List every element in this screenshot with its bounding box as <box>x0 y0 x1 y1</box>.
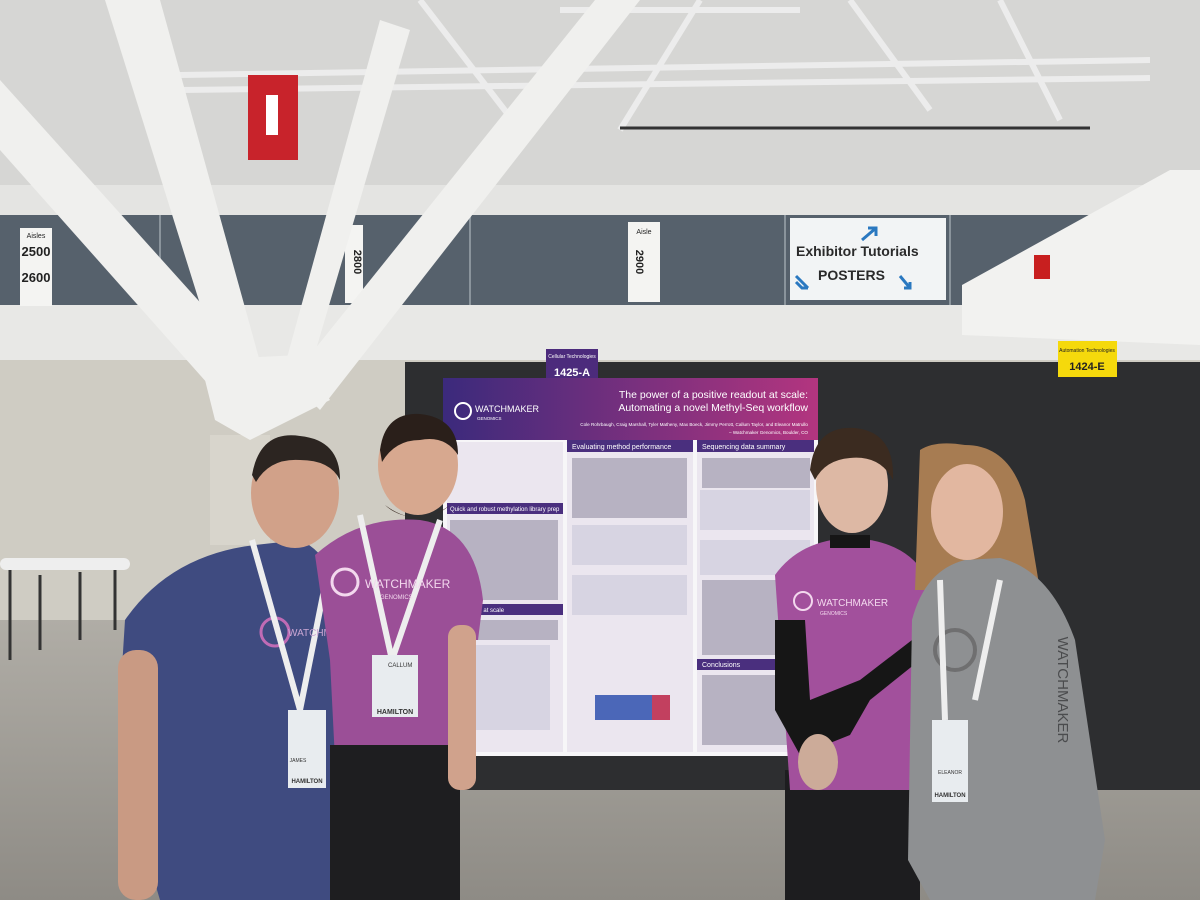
section-bar <box>567 440 693 452</box>
sleeve-print: WATCHMAKER <box>1054 637 1071 744</box>
person <box>118 435 345 900</box>
booth-category: Automation Technologies <box>1059 348 1115 354</box>
section-bar <box>697 659 814 670</box>
badge-name: CALLUM <box>388 663 412 669</box>
badge-name: ELEANOR <box>938 770 962 776</box>
poster-authors: Cole Rohrbaugh, Craig Marshall, Tyler Ma… <box>580 422 808 427</box>
poster-title: The power of a positive readout at scale… <box>619 389 808 401</box>
booth-number: 1425-A <box>554 367 590 379</box>
section-bar <box>447 604 563 615</box>
badge-sponsor: HAMILTON <box>291 779 322 785</box>
extinguisher-icon <box>266 95 278 135</box>
shirt-print: WATCHMAKER <box>365 577 451 591</box>
wayfinding-line: Exhibitor Tutorials <box>796 243 919 259</box>
steel-beams <box>0 0 640 545</box>
person <box>775 427 925 900</box>
badge-sponsor: HAMILTON <box>934 793 965 799</box>
badge-name: JAMES <box>290 758 307 764</box>
wayfinding-line: POSTERS <box>818 267 885 283</box>
aisle-number: 2500 <box>22 244 51 259</box>
shirt-print: WATCHMAKER <box>817 598 888 609</box>
shirt-print-sub: GENOMICS <box>820 611 848 617</box>
poster-section-heading: Conclusions <box>702 662 741 669</box>
chairs <box>8 570 117 660</box>
person <box>315 413 483 900</box>
section-bar <box>697 440 814 452</box>
exit-sign <box>1034 255 1050 279</box>
poster-logo-mark <box>454 402 472 420</box>
section-bar <box>447 503 563 514</box>
poster-logo: WATCHMAKER <box>475 404 539 414</box>
aisle-sign <box>345 225 363 303</box>
table <box>0 558 130 570</box>
aisle-number: 2600 <box>22 270 51 285</box>
aisle-sign <box>20 228 52 306</box>
poster-section-heading: Quick and robust methylation library pre… <box>450 507 560 513</box>
arrows <box>794 226 912 290</box>
aisle-number: 2900 <box>633 250 645 274</box>
booth-sign <box>546 349 598 383</box>
aisle-number: 2800 <box>351 250 363 274</box>
poster-figures <box>475 490 810 730</box>
aisle-label: Aisle <box>636 229 651 236</box>
booth-category: Cellular Technologies <box>548 354 596 360</box>
aisle-sign <box>628 222 660 302</box>
poster-title: Automating a novel Methyl-Seq workflow <box>618 402 808 414</box>
person <box>908 443 1105 900</box>
aisle-label: Aisles <box>27 233 46 240</box>
balcony-block <box>962 170 1200 345</box>
shirt-print-sub: GENOMICS <box>380 595 413 601</box>
badge-sponsor: HAMILTON <box>377 709 413 716</box>
ceiling-truss <box>179 0 1151 132</box>
poster-section-heading: Sequencing data summary <box>702 444 786 451</box>
wayfinding-sign <box>790 218 946 300</box>
shirt-print: WATCHMAKER <box>288 628 359 639</box>
poster-header <box>443 378 818 440</box>
poster-chart-bars <box>652 695 670 720</box>
poster-affiliation: – Watchmaker Genomics, Boulder, CO <box>729 430 808 435</box>
poster-section-heading: Evaluating method performance <box>572 444 671 451</box>
poster-logo-sub: GENOMICS <box>477 416 502 421</box>
booth-sign <box>1058 341 1117 377</box>
booth-number: 1424-E <box>1069 361 1104 373</box>
